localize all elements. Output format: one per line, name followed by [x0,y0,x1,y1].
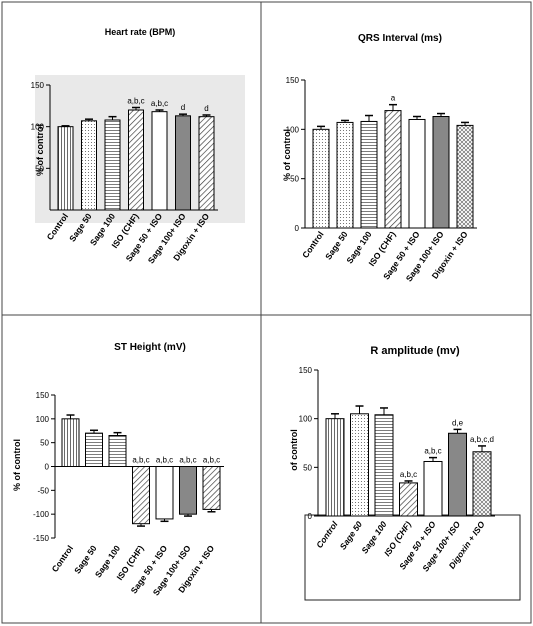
bar [350,413,369,517]
bar [155,466,174,520]
y-tick-label: 150 [286,76,300,85]
bar [175,115,191,211]
bar [128,109,144,211]
y-axis-label: % of control [35,124,45,176]
significance-label: a,b,c [400,470,417,479]
y-tick-label: 150 [299,366,313,375]
chart-title: QRS Interval (ms) [358,33,442,44]
y-tick-label: -150 [33,534,50,543]
y-tick-label: 100 [31,123,45,132]
bar [432,116,450,229]
bar [198,116,215,211]
significance-label: a,b,c,d [470,435,494,444]
y-axis-label: % of control [282,129,292,181]
panel-frame-st-height [1,314,262,624]
bar [399,482,418,517]
chart-title: Heart rate (BPM) [105,27,176,37]
bar [151,111,168,211]
y-tick-label: 50 [40,439,49,448]
chart-r-amplitude: R amplitude (mv) 0 50 100 150 of control Contr… [289,345,495,573]
significance-label: a,b,c [127,97,144,106]
y-tick-label: 0 [308,512,313,521]
bar [312,128,330,229]
y-tick-label: -50 [37,486,49,495]
y-tick-label: 100 [36,415,50,424]
bar [81,120,97,211]
bar [336,121,354,229]
bar [448,432,467,517]
bar [108,435,127,467]
y-tick-label: 0 [45,463,50,472]
y-tick-label: 50 [290,175,299,184]
bar [408,118,426,229]
y-tick-label: 100 [299,415,313,424]
bar [423,460,443,517]
y-axis-label: of control [289,429,299,471]
bar [374,414,394,517]
chart-qrs-interval: QRS Interval (ms) 0 50 100 150 % of control Co… [282,33,477,283]
y-tick-label: 150 [31,81,45,90]
y-tick-label: 50 [303,463,312,472]
bar [384,110,402,229]
y-tick-label: 50 [35,164,44,173]
significance-label: a,b,c [424,447,441,456]
bar [85,432,103,467]
bar [57,126,74,211]
category-label: Control [300,229,326,259]
panel-frame-r-amplitude [260,314,532,624]
significance-label: a,b,c [203,456,220,465]
bar [132,466,150,525]
significance-label: a,b,c [132,456,149,465]
bar [472,451,492,517]
bar [202,466,221,510]
chart-st-height: ST Height (mV) -150 -100 -50 0 50 100 150 % of c… [12,342,224,597]
significance-label: d,e [452,418,464,427]
y-tick-label: 0 [295,224,300,233]
y-axis-label: % of control [12,439,22,491]
chart-title: R amplitude (mv) [370,345,460,357]
significance-label: a [391,94,396,103]
chart-title: ST Height (mV) [114,342,186,353]
bar [104,119,121,211]
y-tick-label: -100 [33,510,50,519]
bar [325,418,345,517]
category-label: Control [314,519,340,550]
significance-label: a,b,c [156,456,173,465]
y-tick-label: 100 [286,125,300,134]
significance-label: a,b,c [151,99,168,108]
bar [61,418,80,468]
significance-label: a,b,c [179,456,196,465]
significance-label: d [181,103,185,112]
bar [360,120,378,229]
bar [456,124,474,229]
significance-label: d [204,104,208,113]
bar [179,466,197,515]
y-tick-label: 150 [36,391,50,400]
